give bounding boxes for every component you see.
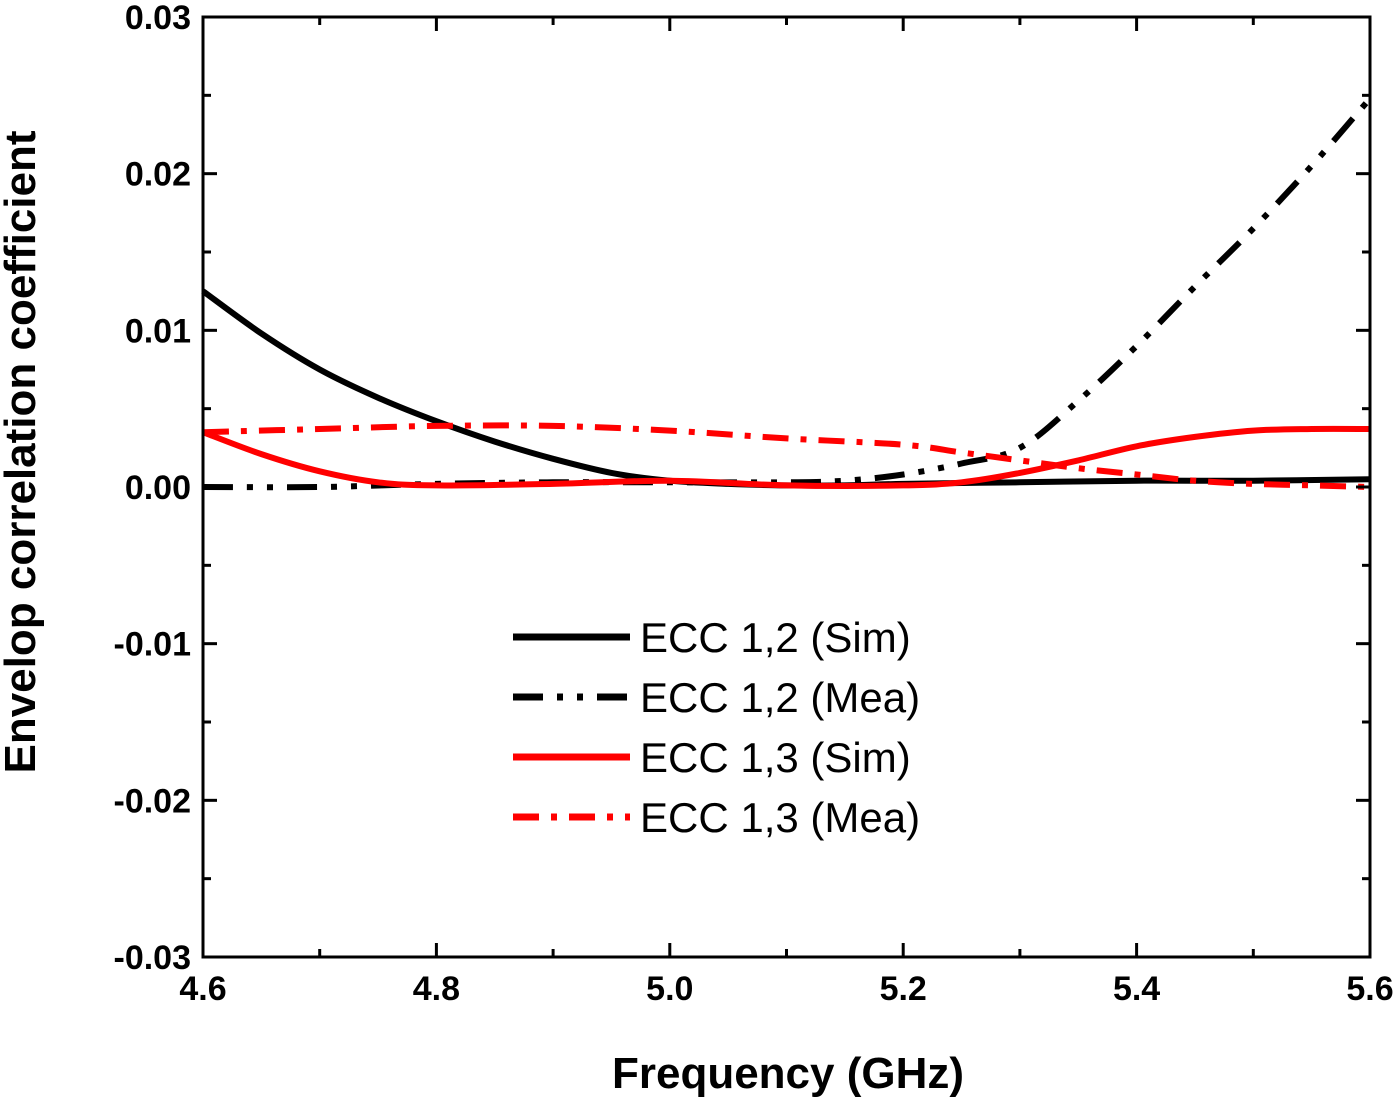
series-curves (201, 96, 1373, 491)
y-axis-title: Envelop correlation coefficient (0, 130, 45, 773)
y-tick-label: -0.01 (114, 626, 192, 664)
legend: ECC 1,2 (Sim) ECC 1,2 (Mea) ECC 1,3 (Sim) E… (513, 614, 920, 841)
x-axis-title: Frequency (GHz) (612, 1049, 964, 1098)
legend-label-1: ECC 1,2 (Sim) (640, 614, 911, 661)
y-tick-label: -0.03 (114, 939, 192, 977)
x-tick-label: 5.2 (880, 970, 927, 1008)
y-tick-label: 0.02 (125, 156, 191, 194)
series-line-4 (202, 422, 1371, 490)
tick-labels: 4.6 4.8 5.0 5.2 5.4 5.6 -0.03 -0.02 -0.01 0.00 0.0… (114, 0, 1394, 1008)
x-tick-label: 5.0 (646, 970, 693, 1008)
x-tick-label: 4.8 (413, 970, 460, 1008)
legend-label-4: ECC 1,3 (Mea) (640, 794, 920, 841)
series-line-3 (201, 425, 1371, 489)
legend-label-2: ECC 1,2 (Mea) (640, 674, 920, 721)
y-tick-label: 0.01 (125, 312, 191, 350)
y-tick-label: -0.02 (114, 782, 192, 820)
x-tick-label: 4.6 (179, 970, 226, 1008)
y-tick-label: 0.00 (125, 469, 191, 507)
series-line-1 (201, 288, 1371, 489)
x-tick-label: 5.4 (1113, 970, 1160, 1008)
axis-ticks (201, 15, 1372, 959)
x-tick-label: 5.6 (1346, 970, 1393, 1008)
legend-label-3: ECC 1,3 (Sim) (640, 734, 911, 781)
y-tick-label: 0.03 (125, 0, 191, 37)
